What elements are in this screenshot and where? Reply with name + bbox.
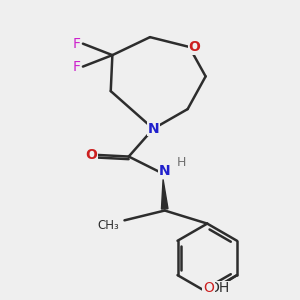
Text: N: N [148, 122, 159, 136]
Text: CH₃: CH₃ [97, 219, 119, 232]
Text: O: O [203, 281, 214, 295]
Text: O: O [188, 40, 200, 54]
Text: F: F [72, 60, 80, 74]
Polygon shape [161, 179, 168, 209]
Text: OH: OH [208, 281, 230, 295]
Text: F: F [72, 37, 80, 51]
Text: O: O [85, 148, 97, 162]
Text: N: N [159, 164, 170, 178]
Text: H: H [177, 156, 186, 169]
